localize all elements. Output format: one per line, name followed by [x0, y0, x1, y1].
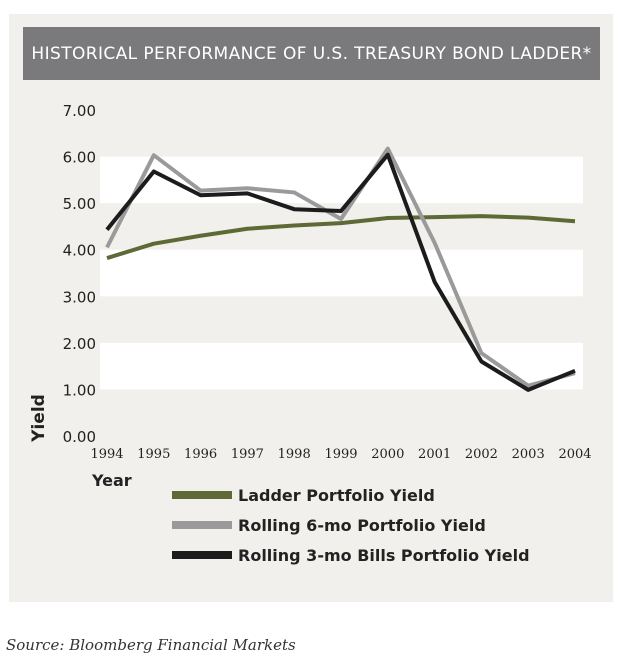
legend-label: Rolling 6-mo Portfolio Yield: [238, 516, 486, 535]
legend-label: Ladder Portfolio Yield: [238, 486, 435, 505]
x-tick-label: 1996: [184, 447, 217, 462]
y-tick-label: 3.00: [63, 288, 96, 306]
y-tick-label: 0.00: [63, 428, 96, 446]
x-tick-label: 1997: [231, 447, 264, 462]
y-axis-label: Yield: [29, 394, 49, 443]
x-tick-label: 1995: [137, 447, 170, 462]
grid-band: [100, 156, 583, 204]
y-tick-label: 2.00: [63, 335, 96, 353]
x-tick-label: 2003: [512, 447, 545, 462]
x-tick-label: 2002: [465, 447, 498, 462]
x-tick-label: 1998: [278, 447, 311, 462]
x-axis-label: Year: [91, 471, 132, 490]
legend-label: Rolling 3-mo Bills Portfolio Yield: [238, 546, 530, 565]
y-tick-label: 7.00: [63, 102, 96, 120]
source-note: Source: Bloomberg Financial Markets: [6, 636, 296, 654]
chart-panel: HISTORICAL PERFORMANCE OF U.S. TREASURY …: [9, 14, 613, 602]
y-tick-label: 4.00: [63, 242, 96, 260]
chart-title: HISTORICAL PERFORMANCE OF U.S. TREASURY …: [23, 27, 600, 80]
grid-band: [100, 249, 583, 297]
y-tick-label: 6.00: [63, 149, 96, 167]
x-tick-label: 2001: [418, 447, 451, 462]
y-tick-label: 5.00: [63, 195, 96, 213]
x-tick-label: 1994: [90, 447, 123, 462]
y-tick-label: 1.00: [63, 381, 96, 399]
x-tick-label: 1999: [324, 447, 357, 462]
grid-band: [100, 342, 583, 390]
x-tick-label: 2000: [371, 447, 404, 462]
x-tick-label: 2004: [558, 447, 591, 462]
